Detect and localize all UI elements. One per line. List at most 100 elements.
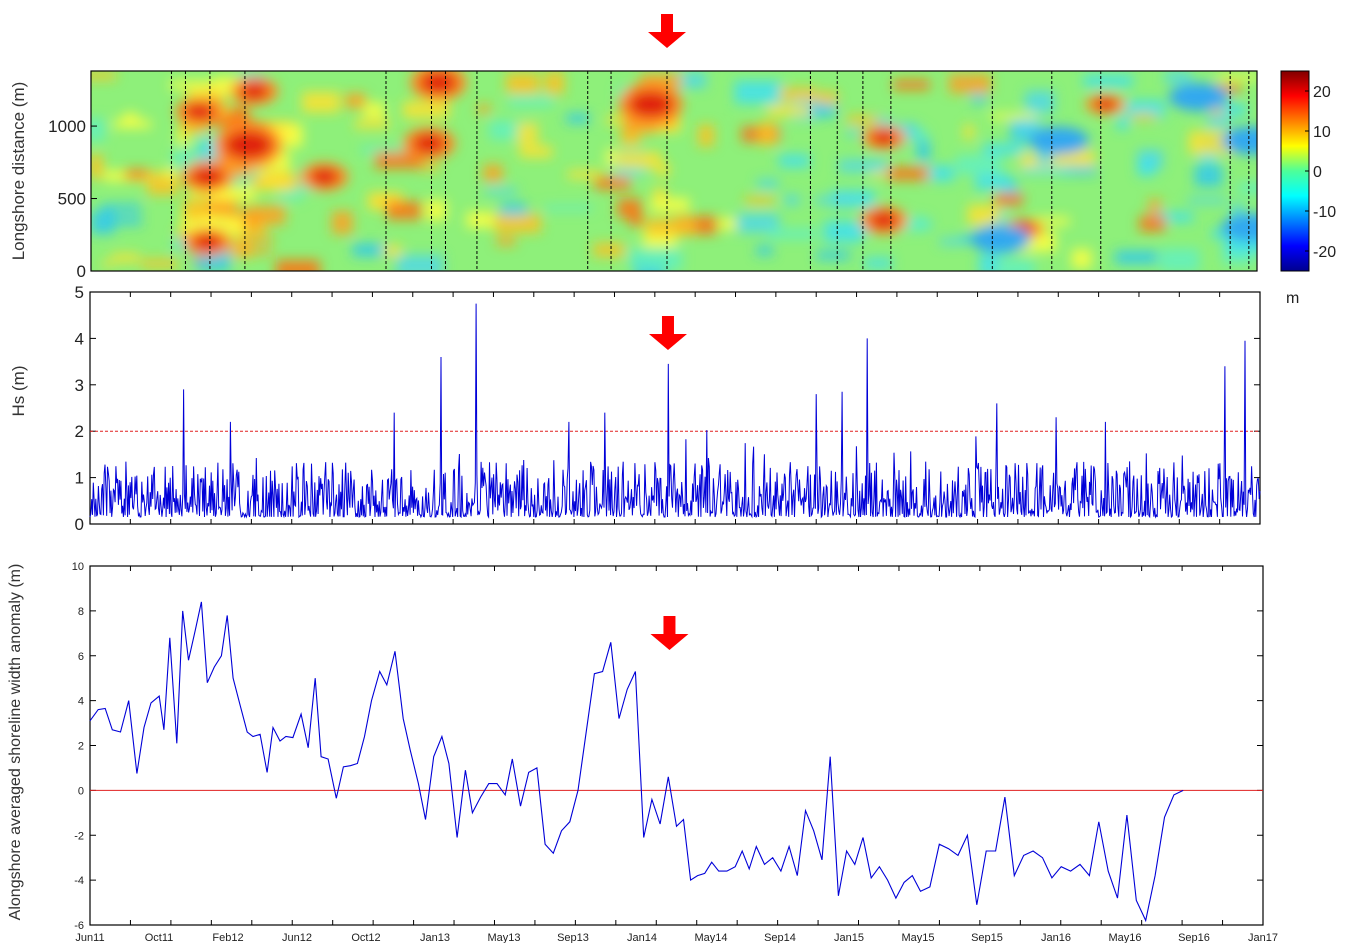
heatmap-cell (545, 71, 565, 95)
heatmap-cell (1209, 104, 1247, 116)
heatmap-cell (735, 213, 780, 233)
heatmap-cell (494, 213, 541, 233)
heatmap-cell (1095, 98, 1116, 111)
heatmap-cell (870, 171, 893, 178)
heatmap-cell (1130, 113, 1157, 120)
shoreline-width-x-tick-label: May15 (901, 932, 934, 943)
event-arrows (648, 14, 689, 650)
heatmap-cell (956, 155, 1002, 175)
wave-height-y-tick-label: 5 (75, 283, 84, 302)
heatmap-cell (235, 248, 272, 255)
wave-height-y-tick-label: 3 (75, 376, 84, 395)
shoreline-width-y-tick-label: 2 (78, 741, 84, 753)
heatmap-y-ticks: 0 500 1000 (48, 117, 97, 281)
heatmap-cell (698, 124, 715, 147)
heatmap-cell (363, 102, 385, 118)
heatmap-frame (90, 70, 1258, 272)
heatmap-cell (207, 197, 238, 213)
heatmap-cell (744, 196, 775, 205)
heatmap-cell (971, 94, 987, 104)
heatmap-y-tick-label: 1000 (48, 117, 86, 136)
wave-height-event-arrow (648, 316, 687, 350)
heatmap-cell (215, 166, 251, 177)
heatmap-cell (163, 167, 175, 181)
heatmap-cell (887, 166, 930, 181)
heatmap-cell (1207, 114, 1230, 128)
heatmap-cell (141, 259, 178, 268)
heatmap-cell (331, 211, 353, 235)
heatmap-cell (517, 122, 538, 145)
heatmap-cell (224, 130, 273, 160)
wave-height-y-tick-label: 0 (75, 515, 84, 534)
shoreline-width-panel: Jun11 Oct11 Feb12 Jun12 Oct12 Jan13 May13 Sep13… (7, 561, 1278, 943)
heatmap-y-tick-label: 500 (58, 190, 86, 209)
heatmap-cell (259, 170, 292, 191)
heatmap-cell (948, 74, 991, 94)
heatmap-cell (864, 258, 893, 269)
heatmap-cell (375, 152, 424, 169)
heatmap-cell (1013, 118, 1042, 136)
heatmap-cell (1116, 117, 1129, 130)
wave-height-series-line (89, 303, 1261, 519)
heatmap-cell (420, 71, 457, 94)
storm-event-lines (170, 71, 1250, 271)
shoreline-width-x-tick-label: Jan17 (1248, 932, 1278, 943)
heatmap-cell (1028, 126, 1089, 155)
colorbar-tick-label: 0 (1313, 164, 1322, 181)
heatmap-cell (967, 204, 1000, 226)
heatmap-cell (638, 248, 683, 271)
heatmap-cell (396, 254, 444, 271)
shoreline-width-x-tick-label: Jun12 (282, 932, 312, 943)
heatmap-y-tick-label: 0 (77, 262, 86, 281)
heatmap-cell (778, 154, 810, 168)
shoreline-width-x-tick-label: May13 (487, 932, 520, 943)
heatmap-cell (1214, 84, 1242, 93)
heatmap-cell (1060, 166, 1097, 175)
shoreline-width-x-tick-label: Jun11 (75, 932, 104, 943)
wave-height-y-axis-label: Hs (m) (9, 366, 28, 417)
colorbar-tick-label: 20 (1313, 84, 1331, 101)
heatmap-cell (593, 243, 625, 257)
wave-height-x-ticks (89, 292, 1261, 524)
heatmap-cell (354, 119, 390, 129)
shoreline-width-x-tick-label: Oct11 (145, 932, 174, 943)
heatmap-cell (1237, 182, 1257, 195)
heatmap-cell (1153, 212, 1194, 223)
heatmap-cell (1168, 83, 1229, 112)
heatmap-cell (485, 187, 518, 195)
heatmap-cell (360, 146, 405, 155)
shoreline-width-y-axis-label: Alongshore averaged shoreline width anom… (7, 564, 24, 921)
shoreline-width-y-tick-label: 8 (78, 606, 84, 618)
heatmap-cell (990, 113, 1037, 120)
shoreline-width-y-tick-label: 6 (78, 651, 84, 663)
heatmap-cell (124, 169, 150, 180)
heatmap-cell (869, 211, 898, 229)
heatmap-cell (916, 139, 931, 162)
heatmap-cell (1164, 71, 1192, 84)
heatmap-cell (244, 205, 286, 225)
shoreline-width-x-tick-label: May16 (1108, 932, 1141, 943)
wave-height-y-tick-label: 4 (75, 329, 84, 348)
heatmap-cell (1071, 248, 1092, 269)
heatmap-cell (784, 195, 800, 206)
heatmap-cell (177, 128, 189, 146)
shoreline-width-x-tick-label: Sep14 (764, 932, 796, 943)
heatmap-cell (500, 203, 527, 216)
heatmap-cells (91, 71, 1257, 271)
heatmap-cell (496, 237, 516, 246)
heatmap-cell (679, 72, 707, 89)
heatmap-cell (172, 149, 194, 170)
heatmap-cell (236, 236, 274, 243)
heatmap-cell (543, 205, 593, 212)
heatmap-cell (275, 260, 320, 271)
colorbar (1280, 70, 1310, 272)
heatmap-cell (628, 91, 673, 118)
shoreline-width-y-tick-label: 4 (78, 696, 84, 708)
heatmap-cell (383, 245, 402, 257)
colorbar-unit: m (1286, 290, 1299, 307)
heatmap-cell (193, 233, 222, 251)
heatmap-cell (734, 80, 782, 104)
heatmap-cell (926, 165, 954, 182)
heatmap-cell (185, 103, 214, 120)
